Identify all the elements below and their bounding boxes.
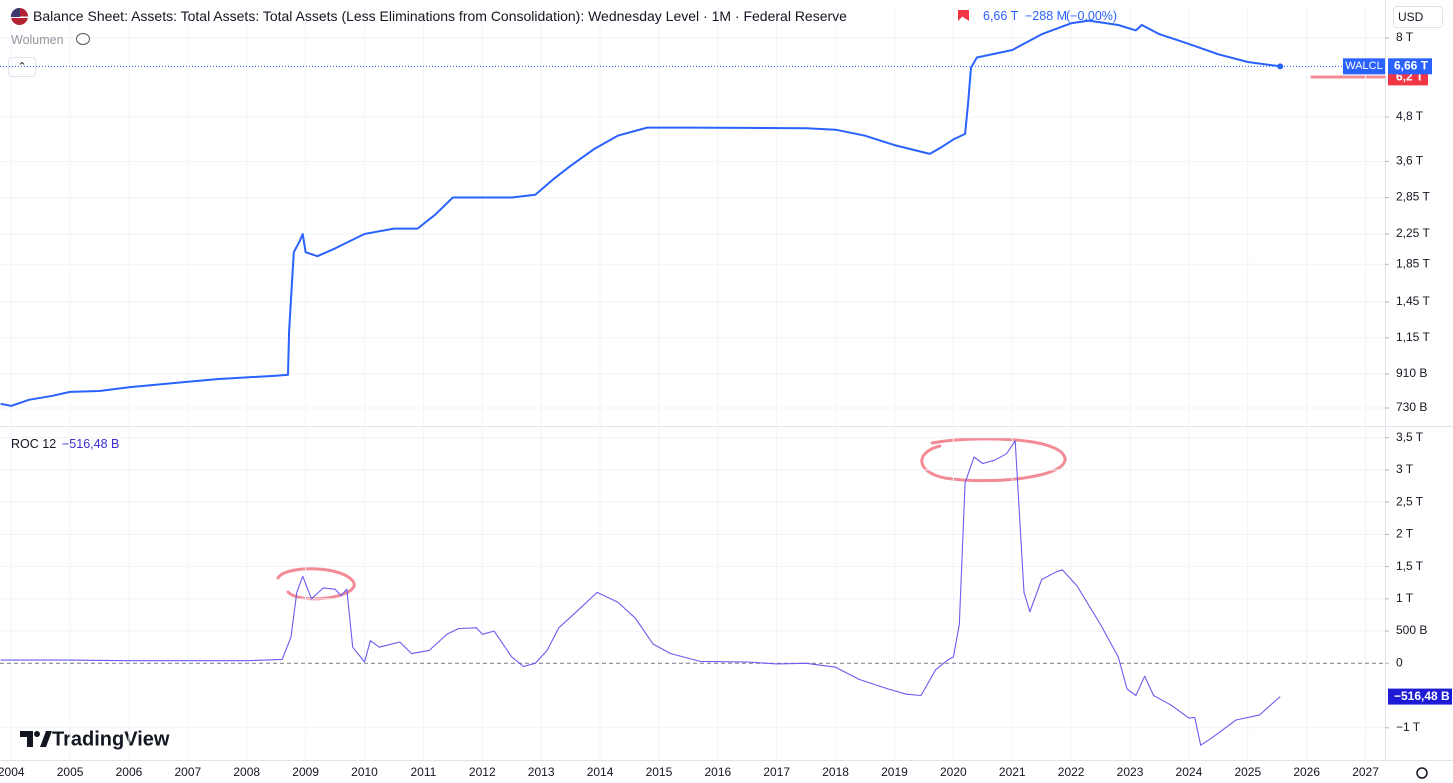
grid bbox=[0, 8, 1389, 760]
x-tick-label: 2026 bbox=[1293, 765, 1320, 779]
labels: 8 T 4,8 T 3,6 T 2,85 T 2,25 T 1,85 T 1,45 T 1,1… bbox=[0, 30, 1452, 779]
x-tick-label: 2007 bbox=[174, 765, 201, 779]
tradingview-logo: TradingView bbox=[20, 728, 170, 750]
logo-mark bbox=[40, 731, 52, 747]
marks bbox=[0, 19, 1385, 746]
x-tick-label: 2018 bbox=[822, 765, 849, 779]
last-price-box bbox=[1388, 58, 1432, 75]
x-tick-label: 2013 bbox=[528, 765, 555, 779]
settings-icon[interactable] bbox=[1416, 767, 1428, 779]
y-tick-label: 2,25 T bbox=[1396, 226, 1430, 240]
flag-canton bbox=[11, 8, 20, 17]
y-tick-label: 1,45 T bbox=[1396, 294, 1430, 308]
flag-marker bbox=[958, 10, 969, 21]
y-tick-label: 3,6 T bbox=[1396, 154, 1424, 168]
logo-mark bbox=[34, 731, 40, 737]
y-tick-label: 1,85 T bbox=[1396, 256, 1430, 270]
y-tick-label: 1 T bbox=[1396, 591, 1414, 605]
x-tick-label: 2015 bbox=[646, 765, 673, 779]
y-tick-label: 500 B bbox=[1396, 623, 1427, 637]
series-tag bbox=[1343, 58, 1385, 75]
last-point bbox=[1277, 63, 1284, 70]
indicator-name: ROC 12 bbox=[11, 437, 57, 451]
series-line bbox=[0, 440, 1281, 746]
currency-button[interactable]: USD bbox=[1393, 6, 1443, 28]
x-tick-label: 2022 bbox=[1058, 765, 1085, 779]
indicator-value: −516,48 B bbox=[62, 437, 120, 451]
change-pct: (−0,00%) bbox=[1066, 9, 1118, 23]
x-tick-label: 2020 bbox=[940, 765, 967, 779]
x-tick-label: 2005 bbox=[57, 765, 84, 779]
collapse-button[interactable]: ⌃ bbox=[8, 57, 36, 77]
change: −288 M bbox=[1025, 9, 1068, 23]
x-tick-label: 2027 bbox=[1352, 765, 1379, 779]
series-tag-label: WALCL bbox=[1345, 60, 1383, 72]
logo-mark bbox=[20, 731, 33, 747]
y-tick-label: 910 B bbox=[1396, 366, 1427, 380]
symbol-title: Balance Sheet: Assets: Total Assets: Tot… bbox=[33, 8, 847, 24]
y-tick-label: 1,5 T bbox=[1396, 559, 1424, 573]
y-tick-label: 3 T bbox=[1396, 462, 1414, 476]
x-tick-label: 2004 bbox=[0, 765, 25, 779]
last-price-box bbox=[1388, 688, 1452, 705]
x-tick-label: 2014 bbox=[587, 765, 614, 779]
x-tick-label: 2009 bbox=[292, 765, 319, 779]
x-tick-label: 2024 bbox=[1176, 765, 1203, 779]
flag-icon bbox=[11, 8, 28, 25]
y-tick-label: 2,5 T bbox=[1396, 494, 1424, 508]
x-tick-label: 2008 bbox=[233, 765, 260, 779]
hide-icon[interactable] bbox=[76, 33, 90, 45]
x-tick-label: 2010 bbox=[351, 765, 378, 779]
x-tick-label: 2011 bbox=[410, 765, 436, 779]
y-tick-label: −1 T bbox=[1396, 720, 1421, 734]
y-tick-label: 3,5 T bbox=[1396, 430, 1424, 444]
x-tick-label: 2019 bbox=[881, 765, 908, 779]
last-price: 6,66 T bbox=[983, 9, 1019, 23]
y-tick-label: 2 T bbox=[1396, 527, 1414, 541]
x-tick-label: 2016 bbox=[704, 765, 731, 779]
series-line bbox=[0, 19, 1281, 407]
x-tick-label: 2025 bbox=[1234, 765, 1261, 779]
brand: TradingView bbox=[52, 728, 170, 750]
y-tick-label: 1,15 T bbox=[1396, 330, 1430, 344]
x-tick-label: 2017 bbox=[763, 765, 790, 779]
y-tick-label: 2,85 T bbox=[1396, 190, 1430, 204]
pen-circle bbox=[920, 437, 1067, 483]
x-tick-label: 2023 bbox=[1117, 765, 1144, 779]
last-price-label: −516,48 B bbox=[1394, 689, 1450, 703]
volume-label[interactable]: Wolumen bbox=[11, 33, 64, 47]
x-tick-label: 2012 bbox=[469, 765, 496, 779]
last-price-label: 6,66 T bbox=[1394, 58, 1429, 72]
y-tick-label: 0 bbox=[1396, 655, 1403, 669]
y-tick-label: 8 T bbox=[1396, 30, 1414, 44]
y-tick-label: 730 B bbox=[1396, 400, 1427, 414]
x-tick-label: 2006 bbox=[116, 765, 143, 779]
x-tick-label: 2021 bbox=[999, 765, 1026, 779]
y-tick-label: 4,8 T bbox=[1396, 109, 1424, 123]
